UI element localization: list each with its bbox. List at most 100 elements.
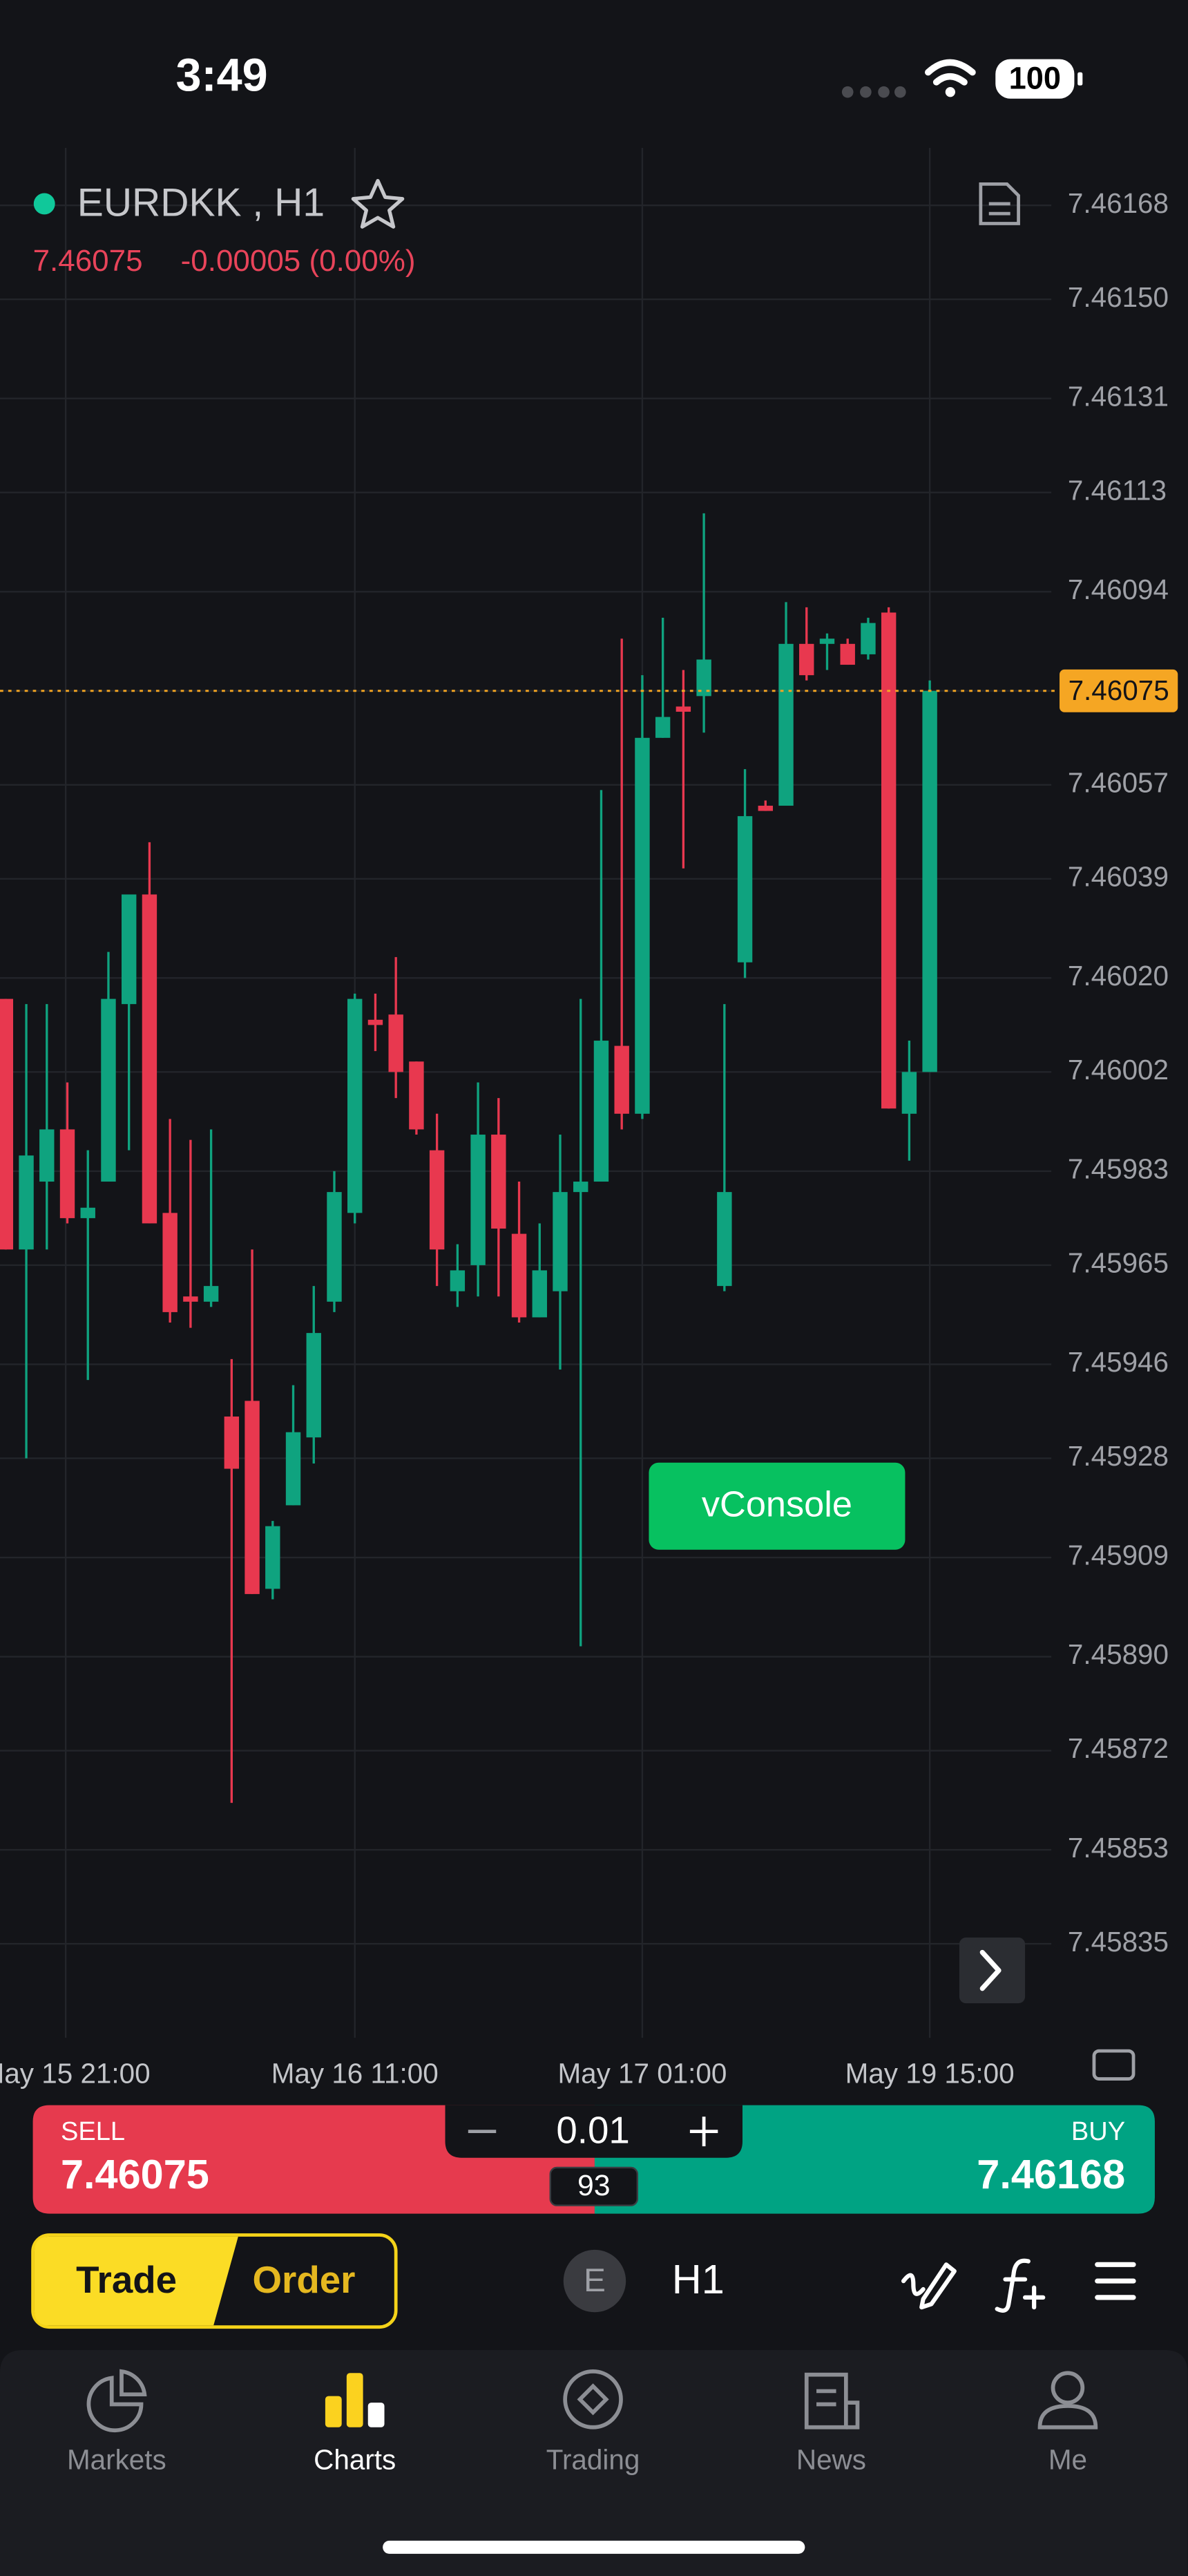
candle-body <box>778 643 794 806</box>
candle-body <box>819 638 835 644</box>
me-icon[interactable] <box>1037 2371 1098 2430</box>
current-price-label: 7.46075 <box>1069 674 1169 706</box>
x-tick-label: May 16 11:00 <box>271 2057 439 2089</box>
y-tick-label: 7.46039 <box>1068 860 1169 892</box>
candle-body <box>553 1192 568 1291</box>
candle-body <box>922 690 937 1072</box>
indicator-label[interactable]: E <box>584 2262 606 2299</box>
candle-body <box>450 1270 466 1291</box>
candle-body <box>203 1286 219 1302</box>
y-tick-label: 7.45872 <box>1068 1732 1169 1764</box>
candle-body <box>142 894 157 1224</box>
current-price-tag <box>1060 669 1178 712</box>
grid: 7.46168 7.46150 7.46131 7.46113 7.46094 7.460… <box>0 148 1169 2089</box>
candle-body <box>388 1014 403 1072</box>
y-tick-label: 7.46150 <box>1068 281 1169 313</box>
candle-body <box>306 1333 321 1438</box>
candle-body <box>593 1041 609 1182</box>
favorite-star[interactable] <box>351 178 405 229</box>
candle-body <box>717 1192 732 1287</box>
sell-label[interactable]: SELL <box>61 2117 125 2146</box>
candle-body <box>573 1182 588 1193</box>
trade-label[interactable]: Trade <box>76 2258 177 2301</box>
candle-body <box>429 1150 445 1250</box>
wifi-icon <box>924 59 976 86</box>
nav-label[interactable]: News <box>796 2443 866 2475</box>
buy-label[interactable]: BUY <box>1071 2117 1125 2146</box>
order-label[interactable]: Order <box>253 2258 356 2301</box>
markets-icon[interactable] <box>86 2369 147 2433</box>
candle-body <box>491 1135 506 1229</box>
candle-body <box>101 998 116 1182</box>
trading-icon[interactable] <box>563 2369 623 2430</box>
scroll-latest[interactable] <box>959 1938 1026 2004</box>
price-change: -0.00005 (0.00%) <box>181 244 416 278</box>
candle-body <box>80 1207 95 1218</box>
volume-plus[interactable] <box>689 2116 718 2147</box>
candle-body <box>737 816 753 963</box>
candle-body <box>0 998 14 1250</box>
y-tick-label: 7.45890 <box>1068 1638 1169 1670</box>
y-tick-label: 7.45946 <box>1068 1346 1169 1378</box>
x-tick-label: May 15 21:00 <box>0 2057 151 2089</box>
y-tick-label: 7.46020 <box>1068 960 1169 992</box>
candle-body <box>881 612 897 1109</box>
y-tick-label: 7.45909 <box>1068 1540 1169 1571</box>
charts-icon[interactable] <box>325 2373 385 2427</box>
nav-label[interactable]: Trading <box>546 2443 640 2475</box>
volume-box <box>445 2105 742 2158</box>
candle-body <box>840 643 855 665</box>
nav-labels: Markets Charts Trading News Me <box>67 2443 1087 2475</box>
candle-body <box>901 1072 917 1114</box>
candle-body <box>635 737 650 1114</box>
indicator-button[interactable] <box>563 2249 626 2313</box>
timeframe[interactable]: H1 <box>672 2256 725 2302</box>
spread: 93 <box>577 2169 611 2202</box>
y-tick-label: 7.45983 <box>1068 1153 1169 1185</box>
indicators-icon[interactable] <box>995 2258 1046 2313</box>
vconsole-button[interactable] <box>649 1462 906 1550</box>
candle-body <box>696 659 711 697</box>
bottom-nav <box>0 2349 1188 2576</box>
notes-icon[interactable] <box>979 182 1020 225</box>
battery-tip <box>1077 72 1083 86</box>
fullscreen-icon[interactable] <box>1092 2049 1136 2081</box>
candle-body <box>19 1155 34 1250</box>
battery <box>995 59 1075 99</box>
nav-label[interactable]: Me <box>1048 2443 1087 2475</box>
y-tick-label: 7.45965 <box>1068 1247 1169 1279</box>
candle-body <box>245 1401 260 1594</box>
live-dot <box>33 193 55 215</box>
candle-body <box>285 1432 301 1506</box>
menu-icon[interactable] <box>1095 2262 1136 2300</box>
x-tick-label: May 19 15:00 <box>845 2057 1015 2089</box>
candle-body <box>347 998 363 1213</box>
nav-label[interactable]: Markets <box>67 2443 166 2475</box>
candle-body <box>39 1129 55 1182</box>
symbol[interactable]: EURDKK , H1 <box>77 180 325 225</box>
chevron-right <box>979 1949 1002 1991</box>
x-tick-label: May 17 01:00 <box>557 2057 727 2089</box>
trade-tab[interactable] <box>34 2236 238 2326</box>
vconsole-label[interactable]: vConsole <box>702 1485 852 1525</box>
candle-body <box>367 1019 383 1025</box>
sell-price[interactable]: 7.46075 <box>61 2151 209 2197</box>
candle-body <box>799 643 814 676</box>
volume[interactable]: 0.01 <box>556 2108 629 2151</box>
candle-body <box>265 1526 280 1589</box>
candle-body <box>183 1296 198 1302</box>
nav-label[interactable]: Charts <box>314 2443 396 2475</box>
candle-body <box>59 1129 75 1218</box>
candle-body <box>676 706 691 712</box>
candle-body <box>532 1270 547 1318</box>
y-tick-label: 7.46057 <box>1068 766 1169 798</box>
candle-body <box>409 1061 424 1130</box>
draw-icon[interactable] <box>901 2262 957 2310</box>
y-tick-label: 7.46113 <box>1068 474 1167 506</box>
news-icon[interactable] <box>804 2372 860 2430</box>
buy-price[interactable]: 7.46168 <box>977 2151 1125 2197</box>
candle-body <box>327 1192 342 1302</box>
